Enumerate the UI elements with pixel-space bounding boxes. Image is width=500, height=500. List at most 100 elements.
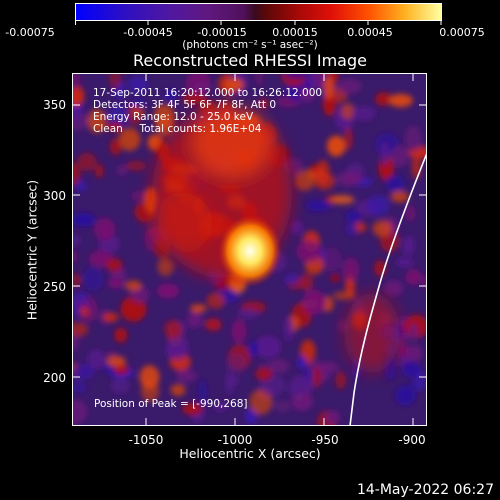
emission-speck	[408, 322, 419, 341]
colorbar-units: (photons cm⁻² s⁻¹ asec⁻²)	[182, 39, 318, 51]
energy-range-info: Energy Range: 12.0 - 25.0 keV	[93, 111, 254, 123]
emission-speck	[383, 280, 404, 296]
emission-speck	[72, 234, 82, 247]
colorbar-tick-label: 0.00045	[347, 26, 393, 39]
emission-speck	[94, 218, 116, 241]
emission-speck	[297, 355, 307, 370]
clean-counts-info: Clean Total counts: 1.96E+04	[93, 123, 262, 135]
colorbar-tick-label: 0.00015	[272, 26, 318, 39]
emission-speck	[267, 358, 290, 374]
emission-speck	[182, 92, 207, 105]
detectors-info: Detectors: 3F 4F 5F 6F 7F 8F, Att 0	[93, 99, 277, 111]
emission-speck	[102, 312, 119, 323]
emission-speck	[87, 109, 107, 134]
emission-speck	[302, 289, 326, 315]
emission-speck	[385, 175, 405, 192]
emission-speck	[153, 104, 175, 130]
x-tick-label: -1000	[217, 433, 253, 447]
emission-speck	[305, 200, 332, 212]
emission-speck	[388, 93, 413, 108]
solar-image-plot	[72, 73, 427, 426]
emission-speck	[228, 290, 239, 301]
emission-speck	[245, 408, 258, 425]
emission-speck	[231, 318, 247, 344]
emission-speck	[72, 273, 81, 287]
emission-speck	[170, 384, 186, 396]
emission-speck	[421, 275, 427, 289]
emission-speck	[108, 278, 125, 289]
emission-speck	[72, 213, 96, 227]
emission-speck	[114, 327, 127, 343]
y-tick-label: 200	[43, 371, 66, 385]
emission-speck	[326, 135, 346, 157]
emission-speck	[405, 125, 422, 152]
emission-speck	[330, 195, 355, 204]
plot-frame	[72, 73, 427, 426]
emission-speck	[380, 141, 390, 166]
peak-position-info: Position of Peak = [-990,268]	[94, 398, 248, 410]
emission-speck	[313, 366, 322, 388]
emission-speck	[204, 318, 222, 331]
emission-speck	[405, 269, 423, 285]
colorbar-tick-label: -0.00045	[123, 26, 173, 39]
emission-speck	[109, 138, 122, 156]
emission-speck	[414, 369, 426, 392]
emission-speck	[342, 257, 360, 281]
emission-speck	[72, 162, 80, 186]
emission-speck	[83, 267, 104, 292]
emission-speck	[345, 222, 359, 236]
emission-speck	[141, 380, 160, 402]
emission-speck	[214, 401, 227, 412]
emission-speck	[190, 304, 207, 313]
emission-speck	[131, 107, 146, 116]
emission-speck	[87, 349, 106, 370]
emission-speck	[95, 164, 104, 178]
emission-speck	[118, 127, 141, 151]
emission-speck	[164, 320, 183, 338]
emission-speck	[72, 322, 89, 337]
emission-speck	[117, 164, 127, 176]
emission-speck	[254, 73, 264, 87]
emission-speck	[274, 400, 292, 413]
colorbar-tick-label: 0.00075	[439, 26, 485, 39]
emission-speck	[125, 280, 142, 291]
emission-speck	[316, 159, 330, 185]
emission-speck	[224, 78, 245, 91]
emission-speck	[344, 127, 353, 150]
flare-peak	[218, 215, 282, 287]
emission-speck	[198, 379, 207, 405]
emission-speck	[319, 247, 342, 272]
emission-speck	[166, 335, 189, 360]
solar-limb	[349, 152, 427, 426]
emission-speck	[249, 389, 273, 415]
emission-speck	[395, 258, 414, 267]
generation-timestamp: 14-May-2022 06:27	[356, 482, 494, 498]
emission-speck	[290, 220, 303, 235]
emission-speck	[72, 251, 78, 263]
emission-speck	[255, 335, 281, 358]
emission-speck	[165, 89, 178, 100]
emission-speck	[72, 381, 86, 393]
emission-speck	[296, 240, 321, 263]
x-axis-label: Heliocentric X (arcsec)	[179, 446, 321, 461]
colorbar-tick-label: -0.00075	[5, 26, 55, 39]
emission-speck	[406, 345, 423, 362]
emission-speck	[106, 258, 123, 272]
emission-speck	[72, 85, 85, 107]
emission-speck	[284, 273, 300, 285]
emission-speck	[335, 371, 347, 390]
emission-speck	[113, 364, 129, 375]
x-tick-label: -950	[311, 433, 339, 447]
emission-speck	[345, 211, 362, 222]
emission-speck	[390, 190, 409, 203]
emission-speck	[326, 410, 340, 425]
y-tick-label: 350	[43, 98, 66, 112]
observation-time: 17-Sep-2011 16:20:12.000 to 16:26:12.000	[93, 87, 323, 99]
emission-speck	[338, 78, 362, 94]
emission-speck	[298, 86, 315, 103]
emission-speck	[125, 160, 147, 171]
emission-speck	[372, 220, 392, 237]
emission-speck	[411, 154, 421, 179]
emission-speck	[291, 392, 313, 411]
emission-speck	[284, 317, 293, 342]
